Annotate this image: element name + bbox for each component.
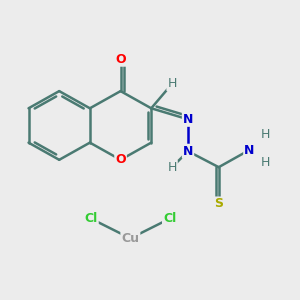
- Text: H: H: [261, 156, 270, 169]
- Text: H: H: [261, 128, 270, 141]
- Text: N: N: [183, 145, 193, 158]
- Text: N: N: [183, 113, 193, 126]
- Text: Cl: Cl: [85, 212, 98, 225]
- Text: H: H: [167, 77, 177, 90]
- Text: H: H: [167, 161, 177, 174]
- Text: Cu: Cu: [122, 232, 140, 245]
- Text: Cl: Cl: [163, 212, 176, 225]
- Text: O: O: [115, 53, 126, 66]
- Text: O: O: [115, 153, 126, 166]
- Text: S: S: [214, 197, 223, 211]
- Text: N: N: [244, 143, 255, 157]
